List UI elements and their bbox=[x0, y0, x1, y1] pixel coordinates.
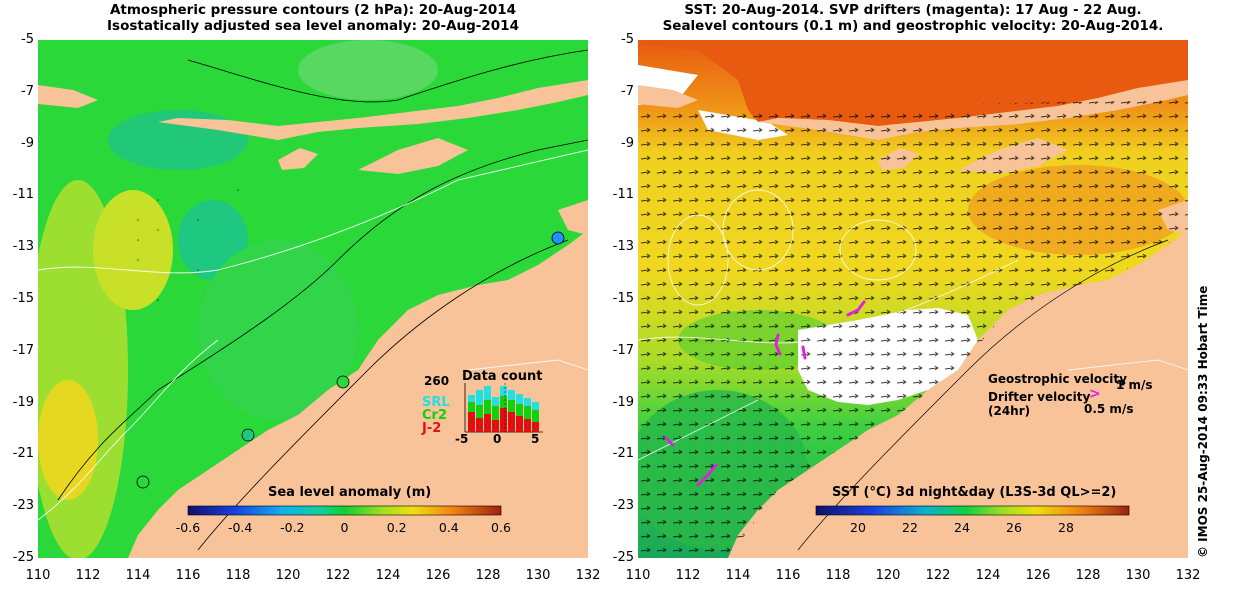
geostrophic-scale: 1 m/s bbox=[1116, 378, 1153, 392]
y-tick-label: -15 bbox=[612, 291, 634, 306]
left-colorbar-label: Sea level anomaly (m) bbox=[268, 485, 432, 500]
imos-credit: © IMOS 25-Aug-2014 09:33 Hobart Time bbox=[1196, 285, 1210, 558]
y-tick-label: -15 bbox=[12, 291, 34, 306]
y-tick-label: -11 bbox=[12, 187, 34, 203]
y-tick-label: -13 bbox=[612, 239, 634, 255]
left-title-line2: Isostatically adjusted sea level anomaly… bbox=[107, 18, 519, 34]
colorbar-tick-label: 24 bbox=[954, 520, 970, 535]
x-tick-label: 120 bbox=[875, 568, 901, 583]
inset-x-tick: 5 bbox=[531, 432, 540, 446]
data-count-inset bbox=[463, 383, 545, 433]
colorbar-tick-label: -0.2 bbox=[280, 520, 305, 535]
x-tick-label: 112 bbox=[75, 568, 101, 583]
y-tick-label: -19 bbox=[612, 394, 634, 410]
inset-x-tick: -5 bbox=[455, 432, 469, 446]
drifter-scale: 0.5 m/s bbox=[1084, 402, 1134, 416]
x-tick-label: 122 bbox=[925, 568, 951, 583]
y-tick-label: -21 bbox=[12, 446, 34, 462]
y-tick-label: -5 bbox=[621, 32, 634, 47]
y-tick-label: -9 bbox=[21, 135, 34, 151]
inset-x-tick: 0 bbox=[493, 432, 502, 446]
y-tick-label: -25 bbox=[12, 550, 34, 565]
y-tick-label: -21 bbox=[612, 446, 634, 462]
x-tick-label: 116 bbox=[175, 568, 201, 583]
left-title-line1: Atmospheric pressure contours (2 hPa): 2… bbox=[109, 2, 517, 18]
drifter-arrow-icon: > bbox=[1089, 386, 1101, 402]
colorbar-tick-label: 26 bbox=[1006, 520, 1022, 535]
y-tick-label: -17 bbox=[612, 342, 634, 358]
colorbar-tick-label: -0.6 bbox=[175, 520, 201, 535]
x-tick-label: 128 bbox=[475, 568, 501, 583]
y-tick-label: -17 bbox=[12, 342, 34, 358]
colorbar-tick-label: 0.4 bbox=[438, 520, 459, 535]
x-tick-label: 112 bbox=[675, 568, 701, 583]
x-tick-label: 110 bbox=[625, 568, 651, 583]
x-tick-label: 118 bbox=[225, 568, 251, 583]
y-tick-label: -11 bbox=[612, 187, 634, 203]
x-tick-label: 120 bbox=[275, 568, 301, 583]
left-sea-level-map bbox=[38, 40, 588, 558]
x-tick-label: 126 bbox=[425, 568, 451, 583]
right-title-line2: Sealevel contours (0.1 m) and geostrophi… bbox=[662, 18, 1164, 34]
x-tick-label: 114 bbox=[125, 568, 151, 583]
y-tick-label: -9 bbox=[621, 135, 634, 151]
y-tick-label: -23 bbox=[612, 498, 634, 514]
x-tick-label: 124 bbox=[375, 568, 401, 583]
geostrophic-arrow-icon: → bbox=[1116, 376, 1127, 390]
right-colorbar-label: SST (°C) 3d night&day (L3S-3d QL>=2) bbox=[832, 485, 1117, 500]
y-tick-label: -19 bbox=[12, 394, 34, 410]
drifter-velocity-sub: (24hr) bbox=[988, 404, 1031, 418]
x-tick-label: 110 bbox=[25, 568, 51, 583]
colorbar-tick-label: 28 bbox=[1058, 520, 1074, 535]
colorbar-tick-label: 0.6 bbox=[491, 520, 511, 535]
x-tick-label: 122 bbox=[325, 568, 351, 583]
x-tick-label: 128 bbox=[1075, 568, 1101, 583]
y-tick-label: -23 bbox=[12, 498, 34, 514]
x-tick-label: 126 bbox=[1025, 568, 1051, 583]
y-tick-label: -25 bbox=[612, 550, 634, 565]
x-tick-label: 132 bbox=[1175, 568, 1201, 583]
drifter-velocity-label: Drifter velocity bbox=[988, 390, 1091, 404]
x-tick-label: 132 bbox=[575, 568, 601, 583]
inset-legend-item: SRL bbox=[422, 395, 450, 410]
right-sst-map bbox=[638, 40, 1188, 558]
inset-legend-item: J-2 bbox=[422, 421, 442, 436]
x-tick-label: 124 bbox=[975, 568, 1001, 583]
colorbar-tick-label: -0.4 bbox=[227, 520, 253, 535]
x-tick-label: 130 bbox=[525, 568, 551, 583]
geostrophic-velocity-label: Geostrophic velocity bbox=[988, 372, 1127, 386]
y-tick-label: -7 bbox=[621, 83, 634, 99]
y-tick-label: -7 bbox=[21, 83, 34, 99]
x-tick-label: 114 bbox=[725, 568, 751, 583]
y-tick-label: -13 bbox=[12, 239, 34, 255]
x-tick-label: 130 bbox=[1125, 568, 1151, 583]
x-tick-label: 118 bbox=[825, 568, 851, 583]
right-title-line1: SST: 20-Aug-2014. SVP drifters (magenta)… bbox=[684, 2, 1142, 18]
inset-ymax: 260 bbox=[424, 374, 450, 388]
colorbar-tick-label: 22 bbox=[902, 520, 918, 535]
inset-legend-item: Cr2 bbox=[422, 408, 447, 423]
inset-title: Data count bbox=[462, 369, 543, 384]
x-tick-label: 116 bbox=[775, 568, 801, 583]
colorbar-tick-label: 20 bbox=[850, 520, 866, 535]
colorbar-tick-label: 0 bbox=[340, 520, 349, 535]
y-tick-label: -5 bbox=[21, 32, 34, 47]
colorbar-tick-label: 0.2 bbox=[386, 520, 407, 535]
